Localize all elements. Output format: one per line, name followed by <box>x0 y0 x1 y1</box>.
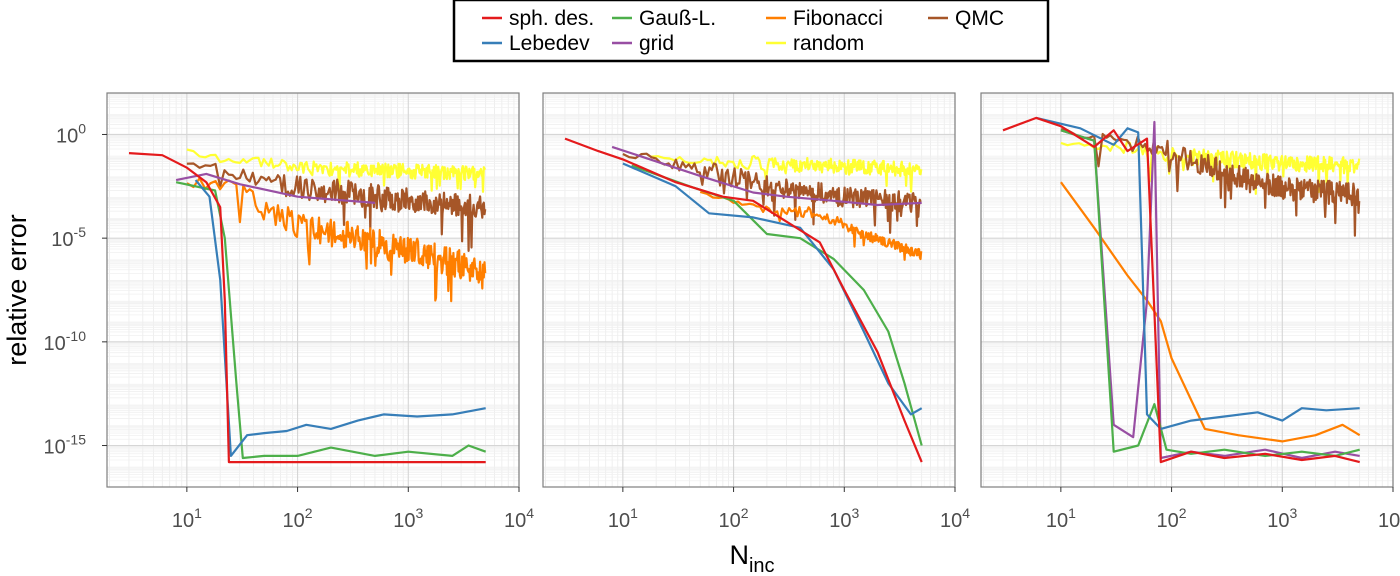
series-group <box>128 148 487 464</box>
x-tick-label: 102 <box>1157 505 1187 532</box>
series-line-random <box>186 148 487 196</box>
legend-label: Fibonacci <box>793 7 883 30</box>
x-tick-base: 10 <box>1046 510 1068 532</box>
series-group <box>564 137 923 463</box>
x-axis-title: Ninc <box>729 540 774 576</box>
panel-border <box>980 92 1394 488</box>
x-tick-exp: 1 <box>194 505 202 521</box>
x-tick-base: 10 <box>283 510 305 532</box>
y-tick-exp: 0 <box>78 120 86 136</box>
x-tick-base: 10 <box>829 510 851 532</box>
x-tick-label: 102 <box>283 505 313 532</box>
x-tick-label: 103 <box>1267 505 1297 532</box>
panel-1 <box>106 92 520 488</box>
x-tick-base: 10 <box>172 510 194 532</box>
legend: sph. des.Lebedev Gauß-L.grid Fibonaccirand… <box>452 0 1050 63</box>
y-tick-exp: -5 <box>74 224 87 240</box>
x-tick-exp: 2 <box>1179 505 1187 521</box>
x-tick-label: 104 <box>940 505 970 532</box>
x-axis-title-sub: inc <box>749 555 775 576</box>
panel-border <box>542 92 956 488</box>
x-tick-exp: 3 <box>416 505 424 521</box>
series-group <box>1002 116 1361 464</box>
y-tick-base: 10 <box>56 125 78 147</box>
series-line-lebedev <box>622 162 923 416</box>
series-line-fibonacci <box>699 190 923 261</box>
x-tick-label: 103 <box>393 505 423 532</box>
series-line-qmc <box>622 152 922 234</box>
series-line-grid <box>611 145 922 207</box>
x-tick-exp: 2 <box>741 505 749 521</box>
y-tick-exp: -15 <box>66 432 86 448</box>
x-tick-exp: 4 <box>526 505 534 521</box>
panel-border <box>106 92 520 488</box>
x-tick-label: 101 <box>1046 505 1076 532</box>
series-line-sph-des- <box>564 137 923 463</box>
x-tick-exp: 3 <box>1290 505 1298 521</box>
x-axis-title-main: N <box>729 540 749 570</box>
series-line-fibonacci <box>186 177 487 303</box>
x-tick-base: 10 <box>393 510 415 532</box>
series-line-gau-l- <box>175 181 487 460</box>
legend-label: random <box>793 32 864 55</box>
x-tick-label: 103 <box>829 505 859 532</box>
x-tick-base: 10 <box>719 510 741 532</box>
legend-box <box>452 0 1050 63</box>
x-tick-base: 10 <box>940 510 962 532</box>
x-tick-exp: 1 <box>1068 505 1076 521</box>
y-tick-exp: -10 <box>66 328 86 344</box>
series-line-sph-des- <box>128 152 486 464</box>
x-tick-base: 10 <box>1378 510 1400 532</box>
x-tick-label: 101 <box>172 505 202 532</box>
series-line-sph-des- <box>1002 116 1360 464</box>
series-line-random <box>651 154 923 193</box>
legend-label: grid <box>639 32 674 55</box>
legend-label: QMC <box>955 7 1004 30</box>
series-line-fibonacci <box>1060 181 1361 443</box>
series-line-gau-l- <box>1060 129 1360 457</box>
legend-label: sph. des. <box>509 7 594 30</box>
y-tick-label: 10-10 <box>44 328 87 355</box>
x-tick-label: 101 <box>608 505 638 532</box>
legend-label: Lebedev <box>509 32 590 55</box>
y-tick-base: 10 <box>44 437 66 459</box>
panel-3 <box>980 92 1394 488</box>
x-tick-base: 10 <box>1267 510 1289 532</box>
panel-2 <box>542 92 956 488</box>
x-tick-label: 104 <box>1378 505 1400 532</box>
y-tick-label: 10-5 <box>51 224 86 251</box>
x-tick-exp: 4 <box>962 505 970 521</box>
y-tick-base: 10 <box>44 333 66 355</box>
plot-panels <box>106 92 1394 488</box>
x-tick-label: 102 <box>719 505 749 532</box>
x-tick-base: 10 <box>504 510 526 532</box>
axes: 1011021031041011021031041011021031041001… <box>44 120 1400 532</box>
x-tick-exp: 1 <box>630 505 638 521</box>
series-line-lebedev <box>194 179 486 457</box>
y-tick-label: 10-15 <box>44 432 87 459</box>
legend-label: Gauß-L. <box>639 7 716 30</box>
x-tick-exp: 3 <box>852 505 860 521</box>
x-tick-base: 10 <box>608 510 630 532</box>
y-axis-title: relative error <box>2 214 32 366</box>
series-line-qmc <box>186 162 487 252</box>
x-tick-base: 10 <box>1157 510 1179 532</box>
y-tick-label: 100 <box>56 120 86 147</box>
x-tick-exp: 2 <box>305 505 313 521</box>
y-tick-base: 10 <box>51 229 73 251</box>
x-tick-label: 104 <box>504 505 534 532</box>
series-line-lebedev <box>1036 116 1360 430</box>
series-line-qmc <box>1060 128 1361 237</box>
